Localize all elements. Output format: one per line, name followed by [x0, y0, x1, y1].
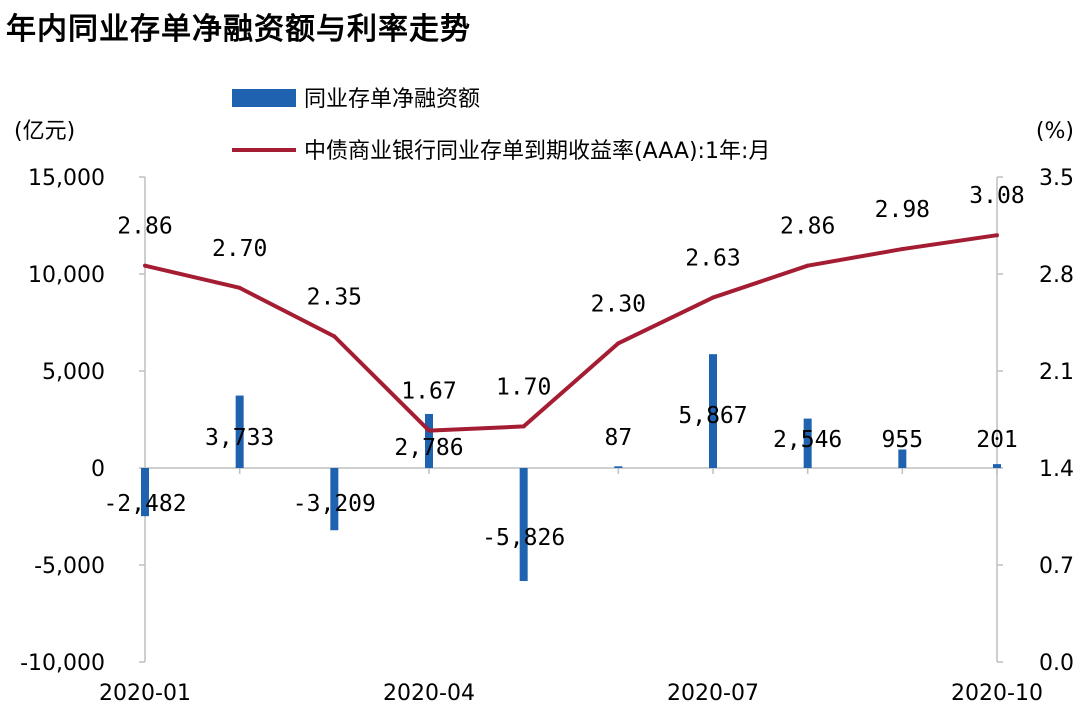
line-point: [995, 233, 999, 238]
line-value-label: 3.08: [969, 183, 1024, 209]
legend-bar-swatch: [232, 89, 296, 107]
bar-value-label: 2,546: [773, 427, 842, 453]
bar-value-label: 5,867: [678, 403, 747, 429]
line-value-label: 1.67: [401, 379, 456, 405]
bar-value-label: -3,209: [293, 491, 376, 517]
legend-bar-label: 同业存单净融资额: [304, 87, 480, 112]
bar-value-label: 201: [976, 427, 1018, 453]
x-tick-label: 2020-10: [951, 681, 1043, 706]
left-axis-unit: (亿元): [14, 119, 75, 144]
data-labels: -2,482 3,733 -3,209 2,786 -5,826 87 5,867 2,546…: [103, 183, 1024, 551]
right-tick-label: 0.0: [1039, 651, 1074, 676]
line-point: [711, 295, 715, 300]
line-point: [237, 285, 242, 290]
line-point: [616, 341, 621, 346]
line-point: [521, 424, 526, 429]
line-point: [427, 428, 431, 433]
bar-value-label: 87: [604, 425, 632, 451]
line-value-label: 2.63: [685, 246, 740, 272]
left-tick-label: 0: [91, 457, 105, 482]
bar: [803, 418, 812, 468]
bar: [519, 468, 528, 582]
line-point: [805, 263, 810, 268]
bar: [425, 413, 433, 468]
line-value-label: 2.86: [780, 214, 835, 240]
bar: [898, 449, 907, 468]
line-value-label: 1.70: [496, 374, 551, 400]
right-tick-label: 2.1: [1039, 360, 1074, 385]
bar-value-label: -5,826: [482, 525, 565, 551]
line-value-label: 2.86: [117, 214, 172, 240]
bar-value-label: 955: [882, 427, 924, 453]
chart-title: 年内同业存单净融资额与利率走势: [6, 12, 471, 47]
bar-value-label: 2,786: [394, 435, 463, 461]
right-tick-label: 1.4: [1039, 457, 1074, 482]
line-value-label: 2.70: [212, 236, 267, 262]
line-value-label: 2.35: [307, 284, 362, 310]
left-tick-label: 15,000: [28, 166, 105, 191]
bar: [235, 395, 244, 468]
legend-line-label: 中债商业银行同业存单到期收益率(AAA):1年:月: [304, 139, 770, 164]
line-point: [143, 263, 147, 268]
right-tick-label: 2.8: [1039, 263, 1074, 288]
bar: [614, 466, 623, 468]
bar-value-label: -2,482: [103, 491, 186, 517]
bar-value-label: 3,733: [205, 425, 274, 451]
x-tick-label: 2020-01: [99, 681, 191, 706]
x-tick-label: 2020-07: [667, 681, 759, 706]
right-tick-label: 0.7: [1039, 554, 1074, 579]
right-axis-unit: (%): [1036, 119, 1074, 144]
axes: -10,000 -5,000 0 5,000 10,000 15,000 0.0 0.7 1.4…: [14, 119, 1074, 706]
left-tick-label: 10,000: [28, 263, 105, 288]
bar-series: [141, 354, 1001, 582]
bar: [709, 354, 717, 468]
line-point: [900, 247, 905, 252]
bar: [330, 468, 339, 531]
right-tick-label: 3.5: [1039, 166, 1074, 191]
line-value-label: 2.30: [591, 291, 646, 317]
x-tick-label: 2020-04: [383, 681, 475, 706]
bar: [141, 468, 149, 517]
bar: [993, 464, 1001, 468]
line-point: [332, 334, 337, 339]
yield-line: [144, 233, 998, 433]
left-tick-label: 5,000: [42, 360, 105, 385]
line-value-label: 2.98: [875, 197, 930, 223]
left-tick-label: -10,000: [20, 651, 105, 676]
left-tick-label: -5,000: [34, 554, 105, 579]
line-series: [143, 233, 999, 433]
